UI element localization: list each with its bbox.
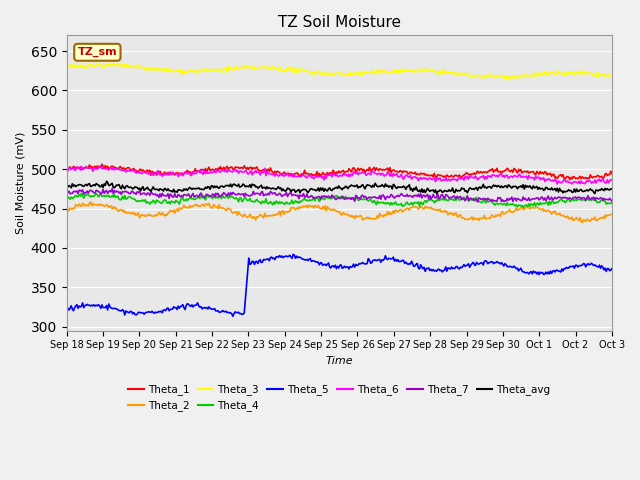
Theta_1	[608, 170, 616, 176]
Theta_3	[294, 70, 301, 75]
Theta_3	[63, 63, 70, 69]
Theta_7	[63, 190, 70, 195]
Theta_4	[369, 200, 377, 205]
Theta_2	[559, 213, 567, 218]
Theta_1	[294, 170, 301, 176]
Theta_7	[369, 194, 377, 200]
Theta_6	[234, 168, 241, 173]
Theta_2	[63, 206, 70, 212]
Theta_6	[96, 163, 104, 169]
Theta_avg	[369, 182, 377, 188]
Theta_7	[560, 195, 568, 201]
Title: TZ Soil Moisture: TZ Soil Moisture	[278, 15, 401, 30]
Theta_avg	[294, 187, 301, 193]
Theta_2	[608, 212, 616, 217]
Theta_6	[396, 174, 403, 180]
Line: Theta_avg: Theta_avg	[67, 181, 612, 194]
Theta_1	[465, 171, 472, 177]
Theta_5	[466, 264, 474, 270]
Theta_6	[63, 168, 70, 173]
Theta_5	[370, 257, 378, 263]
Theta_avg	[63, 185, 70, 191]
Theta_4	[519, 205, 527, 211]
Theta_4	[608, 201, 616, 206]
Theta_5	[295, 254, 303, 260]
Theta_2	[294, 204, 301, 210]
Theta_3	[396, 70, 403, 76]
Theta_7	[608, 198, 616, 204]
Legend: Theta_1, Theta_2, Theta_3, Theta_4, Theta_5, Theta_6, Theta_7, Theta_avg: Theta_1, Theta_2, Theta_3, Theta_4, Thet…	[124, 380, 555, 416]
Theta_5	[289, 252, 297, 257]
Theta_2	[579, 220, 586, 226]
Line: Theta_2: Theta_2	[67, 202, 612, 223]
Theta_1	[63, 166, 70, 171]
Theta_6	[608, 177, 616, 183]
Line: Theta_3: Theta_3	[67, 63, 612, 80]
Theta_2	[396, 207, 403, 213]
Theta_3	[608, 72, 616, 78]
Theta_avg	[102, 179, 110, 184]
Theta_7	[465, 198, 472, 204]
Theta_3	[465, 72, 472, 77]
Theta_5	[396, 258, 404, 264]
Theta_4	[560, 198, 568, 204]
Theta_4	[465, 195, 472, 201]
Theta_6	[554, 181, 561, 187]
Theta_3	[104, 60, 111, 66]
X-axis label: Time: Time	[326, 356, 353, 366]
Theta_1	[98, 161, 106, 167]
Theta_1	[369, 166, 377, 172]
Y-axis label: Soil Moisture (mV): Soil Moisture (mV)	[15, 132, 25, 234]
Theta_7	[294, 192, 301, 198]
Text: TZ_sm: TZ_sm	[77, 47, 117, 58]
Theta_avg	[608, 186, 616, 192]
Theta_6	[560, 177, 568, 182]
Theta_3	[234, 66, 241, 72]
Theta_4	[63, 195, 70, 201]
Theta_avg	[396, 184, 403, 190]
Theta_1	[396, 169, 403, 175]
Line: Theta_5: Theta_5	[67, 254, 612, 316]
Theta_avg	[433, 191, 440, 197]
Theta_2	[369, 216, 377, 222]
Theta_5	[63, 309, 70, 314]
Theta_1	[566, 177, 573, 182]
Theta_7	[108, 186, 116, 192]
Theta_4	[294, 199, 301, 204]
Line: Theta_4: Theta_4	[67, 193, 612, 208]
Theta_avg	[560, 188, 568, 194]
Theta_4	[77, 190, 85, 196]
Theta_avg	[466, 185, 474, 191]
Line: Theta_6: Theta_6	[67, 166, 612, 184]
Theta_7	[396, 194, 403, 200]
Theta_5	[229, 313, 237, 319]
Theta_4	[396, 202, 403, 207]
Theta_6	[369, 168, 377, 174]
Theta_2	[86, 199, 94, 205]
Theta_5	[560, 266, 568, 272]
Theta_7	[234, 192, 241, 197]
Theta_1	[559, 172, 567, 178]
Theta_avg	[234, 183, 241, 189]
Theta_3	[560, 72, 568, 77]
Theta_5	[234, 310, 241, 315]
Theta_3	[502, 77, 510, 83]
Theta_6	[294, 174, 301, 180]
Theta_7	[474, 199, 481, 205]
Theta_3	[369, 67, 377, 73]
Theta_6	[465, 176, 472, 182]
Theta_4	[234, 196, 241, 202]
Theta_2	[465, 216, 472, 222]
Line: Theta_7: Theta_7	[67, 189, 612, 202]
Line: Theta_1: Theta_1	[67, 164, 612, 180]
Theta_5	[608, 265, 616, 271]
Theta_1	[234, 165, 241, 170]
Theta_2	[234, 213, 241, 218]
